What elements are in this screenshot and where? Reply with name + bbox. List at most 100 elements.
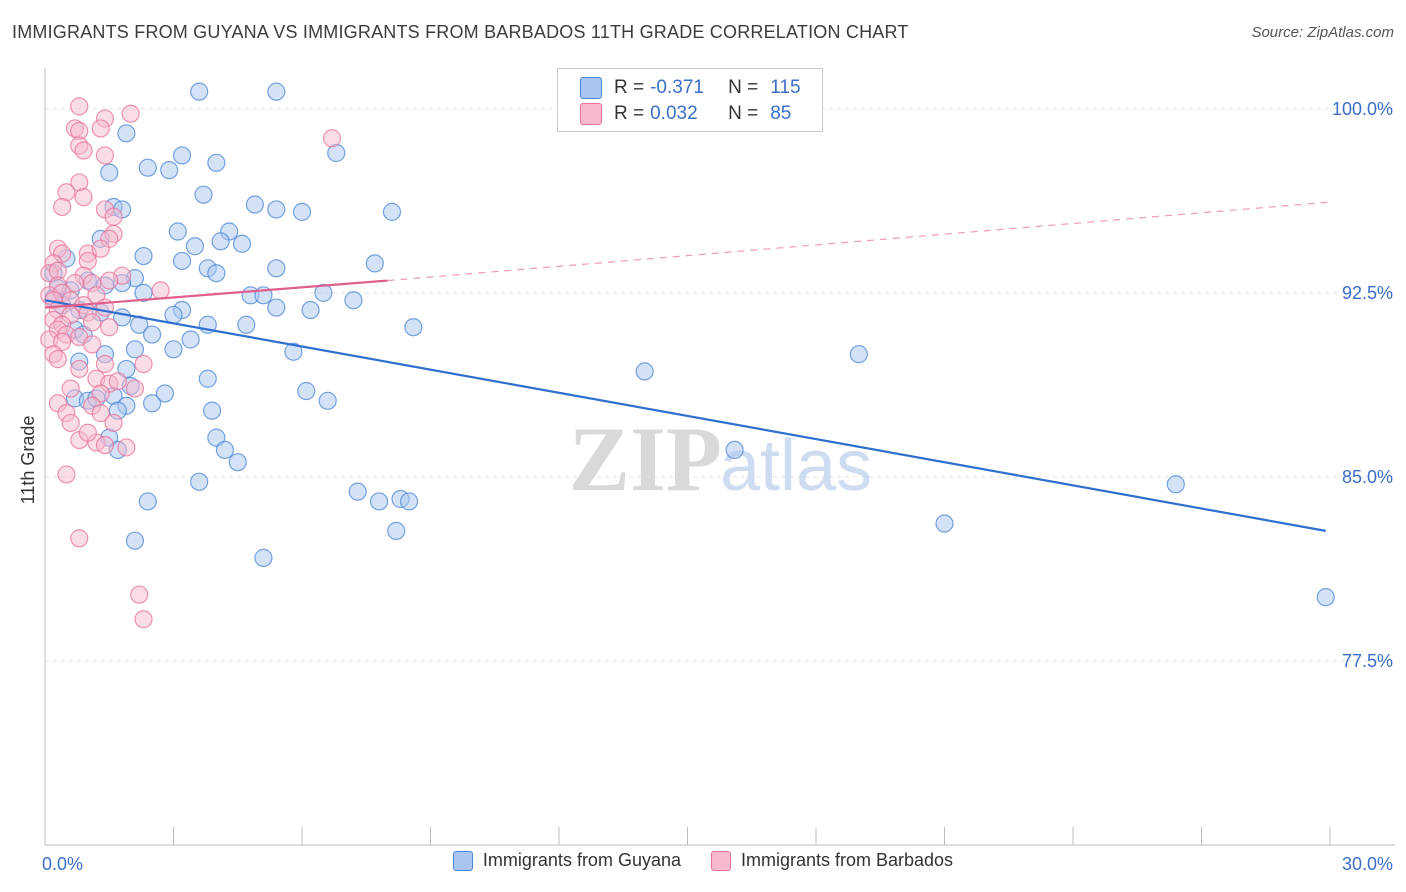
barbados-point [91,404,110,423]
guyana-point [164,340,183,359]
barbados-point [130,585,149,604]
legend-label-barbados: Immigrants from Barbados [740,850,954,870]
trend-line-guyana [44,299,1326,532]
watermark-atlas: atlas [720,426,872,506]
guyana-point [207,153,226,172]
guyana-point [194,185,213,204]
barbados-point [91,119,110,138]
barbados-point [70,529,89,548]
guyana-point [160,161,179,180]
r-label: R = [614,77,645,98]
x-tick-label: 30.0% [1342,854,1393,874]
guyana-point [382,202,402,221]
guyana-point [100,163,119,182]
stats-box: R = -0.371 N = 115 R = 0.032 N = 85 [557,68,823,132]
guyana-point [125,531,145,550]
n-label: N = [728,77,759,98]
guyana-point [267,200,286,219]
guyana-point [370,492,389,511]
guyana-point [314,283,333,302]
guyana-point [172,251,192,271]
guyana-point [198,369,217,388]
barbados-point [91,239,110,258]
guyana-point [202,401,222,420]
guyana-point [207,428,226,447]
guyana-point [232,234,252,253]
y-axis-label: 11th Grade [18,416,38,505]
guyana-point [1166,475,1185,494]
chart-legend: Immigrants from Guyana Immigrants from B… [0,850,1406,871]
legend-swatch-guyana [452,850,473,871]
guyana-point [849,345,868,364]
stats-row-barbados: R = 0.032 N = 85 [580,101,791,127]
barbados-point [104,207,123,226]
guyana-point [254,548,273,567]
guyana-point [365,254,384,273]
guyana-point [125,340,145,359]
barbados-point [74,188,93,207]
r-value-guyana: -0.371 [650,77,704,98]
guyana-point [168,222,187,241]
barbados-point [70,359,89,379]
chart-title: IMMIGRANTS FROM GUYANA VS IMMIGRANTS FRO… [12,22,909,42]
barbados-point [61,379,80,398]
y-tick-label: 100.0% [1332,99,1393,119]
guyana-point [172,146,192,165]
barbados-point [121,104,140,123]
guyana-point [190,472,209,491]
guyana-point [399,492,419,511]
watermark-zip: ZIP [569,408,722,510]
guyana-point [190,82,209,101]
guyana-point [185,237,205,256]
y-tick-label: 85.0% [1342,467,1393,487]
guyana-point [318,391,337,410]
x-tick-label: 0.0% [42,854,83,874]
series-barbados-points [40,97,342,629]
n-label: N = [728,103,759,124]
grid-lines [45,108,1395,662]
legend-item-barbados[interactable]: Immigrants from Barbados [710,850,954,871]
r-label: R = [614,103,645,124]
guyana-point [292,202,312,221]
trend-lines [44,201,1331,532]
barbados-point [74,141,93,160]
barbados-point [322,129,342,148]
barbados-point [95,146,115,165]
barbados-point [61,413,80,433]
stats-row-guyana: R = -0.371 N = 115 [580,75,801,101]
guyana-point [1316,588,1335,607]
guyana-point [138,492,157,511]
guyana-point [207,264,226,283]
barbados-point [53,332,72,352]
barbados-point [117,438,136,457]
barbados-point [125,379,145,398]
guyana-point [404,318,423,337]
guyana-point [138,158,157,177]
n-value-guyana: 115 [770,77,801,98]
r-value-barbados: 0.032 [650,103,698,124]
barbados-point [100,318,119,337]
guyana-point [267,298,286,317]
n-value-barbados: 85 [770,103,792,124]
guyana-point [301,300,320,320]
barbados-point [134,610,153,629]
guyana-point [117,359,136,379]
barbados-point [151,281,170,300]
barbados-point [134,354,153,374]
barbados-point [104,413,123,433]
barbados-point [95,354,115,374]
barbados-point [78,423,97,442]
guyana-point [635,362,654,381]
tick-labels: 77.5% 85.0% 92.5% 100.0% 0.0% 30.0% [42,99,1393,874]
guyana-point [117,124,136,143]
guyana-point [348,482,367,501]
guyana-point [237,315,256,334]
barbados-swatch [580,103,602,125]
guyana-point [164,305,183,325]
guyana-point [142,394,162,413]
legend-item-guyana[interactable]: Immigrants from Guyana [452,850,681,871]
y-tick-label: 92.5% [1342,283,1393,303]
source-label: Source: ZipAtlas.com [1251,24,1394,41]
barbados-point [83,335,102,354]
guyana-point [725,440,744,460]
